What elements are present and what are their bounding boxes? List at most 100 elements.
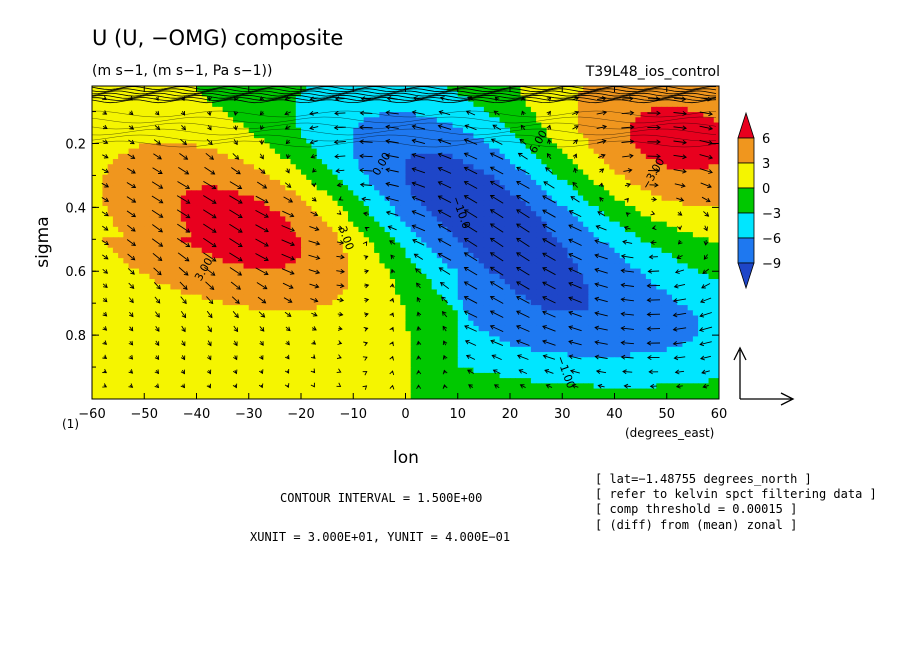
field-cell (327, 252, 333, 259)
field-cell (504, 117, 511, 124)
field-cell (421, 279, 427, 285)
field-cell (405, 289, 412, 296)
field-cell (651, 216, 657, 223)
field-cell (201, 127, 208, 134)
field-cell (337, 299, 344, 306)
field-cell (598, 101, 605, 108)
field-cell (447, 299, 454, 306)
field-cell (515, 263, 522, 270)
field-cell (510, 190, 516, 197)
field-cell (457, 132, 464, 139)
field-cell (295, 216, 302, 223)
field-cell (452, 159, 459, 165)
field-cell (421, 179, 427, 186)
field-cell (426, 263, 433, 270)
field-cell (567, 117, 574, 124)
field-cell (123, 153, 130, 160)
field-cell (327, 91, 333, 98)
field-cell (301, 221, 307, 228)
field-cell (233, 159, 239, 165)
field-cell (280, 174, 286, 181)
field-cell (436, 117, 443, 124)
field-cell (107, 96, 114, 103)
field-cell (274, 273, 281, 280)
field-cell (703, 132, 710, 139)
field-cell (546, 263, 553, 270)
field-cell (436, 101, 443, 108)
field-cell (154, 127, 161, 134)
field-cell (614, 106, 621, 113)
field-cell (389, 299, 396, 306)
field-cell (170, 169, 177, 176)
field-cell (217, 132, 224, 139)
field-cell (640, 153, 647, 160)
field-cell (630, 200, 636, 207)
field-cell (212, 195, 218, 202)
field-cell (656, 221, 663, 228)
field-cell (379, 242, 386, 249)
field-cell (280, 258, 286, 264)
field-cell (243, 159, 250, 165)
field-cell (332, 299, 339, 306)
field-cell (546, 279, 553, 285)
field-cell (92, 122, 98, 129)
field-cell (144, 263, 151, 270)
field-cell (97, 258, 104, 264)
field-cell (442, 232, 448, 238)
field-cell (238, 117, 245, 124)
field-cell (504, 289, 511, 296)
field-cell (212, 211, 218, 218)
field-cell (651, 242, 657, 249)
field-cell (285, 205, 292, 212)
field-cell (489, 91, 495, 98)
field-cell (107, 143, 114, 150)
field-cell (368, 132, 375, 139)
field-cell (139, 153, 145, 160)
field-cell (154, 148, 161, 155)
field-cell (112, 179, 119, 186)
field-cell (400, 294, 407, 301)
field-cell (295, 237, 302, 244)
field-cell (243, 122, 250, 129)
field-cell (656, 174, 663, 181)
field-cell (259, 294, 266, 301)
field-cell (698, 195, 704, 202)
field-cell (201, 159, 208, 165)
field-cell (426, 252, 433, 259)
field-cell (457, 153, 464, 160)
field-cell (238, 86, 245, 92)
field-cell (703, 232, 710, 238)
field-cell (687, 91, 694, 98)
field-cell (478, 205, 485, 212)
field-cell (358, 258, 365, 264)
field-cell (457, 268, 464, 275)
field-cell (170, 247, 177, 254)
field-cell (379, 132, 386, 139)
field-cell (274, 294, 281, 301)
field-cell (635, 148, 642, 155)
field-cell (635, 247, 642, 254)
field-cell (588, 112, 595, 118)
field-cell (233, 106, 239, 113)
field-cell (353, 190, 360, 197)
field-cell (656, 252, 663, 259)
field-cell (510, 284, 516, 291)
field-cell (217, 205, 224, 212)
field-cell (92, 273, 98, 280)
field-cell (452, 216, 459, 223)
field-cell (473, 289, 480, 296)
field-cell (572, 174, 579, 181)
field-cell (306, 289, 313, 296)
field-cell (692, 273, 699, 280)
field-cell (180, 122, 187, 129)
field-cell (301, 148, 307, 155)
field-cell (541, 263, 548, 270)
field-cell (321, 226, 328, 233)
field-cell (692, 211, 699, 218)
field-cell (395, 247, 401, 254)
field-cell (384, 185, 391, 191)
field-cell (337, 237, 344, 244)
field-cell (431, 221, 438, 228)
field-cell (222, 164, 229, 171)
field-cell (530, 289, 537, 296)
